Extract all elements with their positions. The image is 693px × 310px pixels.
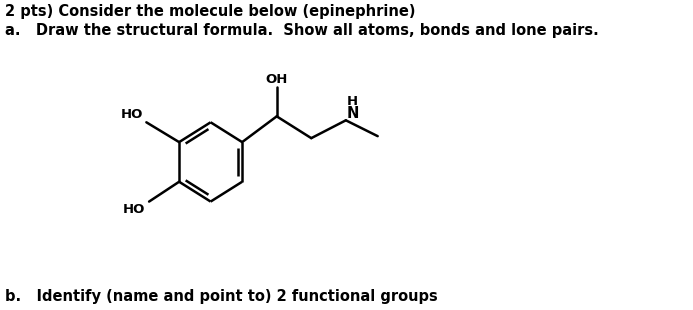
Text: 2 pts) Consider the molecule below (epinephrine): 2 pts) Consider the molecule below (epin… xyxy=(5,4,416,19)
Text: H: H xyxy=(346,95,358,108)
Text: N: N xyxy=(346,106,359,121)
Text: HO: HO xyxy=(121,108,143,121)
Text: HO: HO xyxy=(123,202,146,215)
Text: OH: OH xyxy=(265,73,288,86)
Text: a.   Draw the structural formula.  Show all atoms, bonds and lone pairs.: a. Draw the structural formula. Show all… xyxy=(5,23,599,38)
Text: b.   Identify (name and point to) 2 functional groups: b. Identify (name and point to) 2 functi… xyxy=(5,289,438,304)
